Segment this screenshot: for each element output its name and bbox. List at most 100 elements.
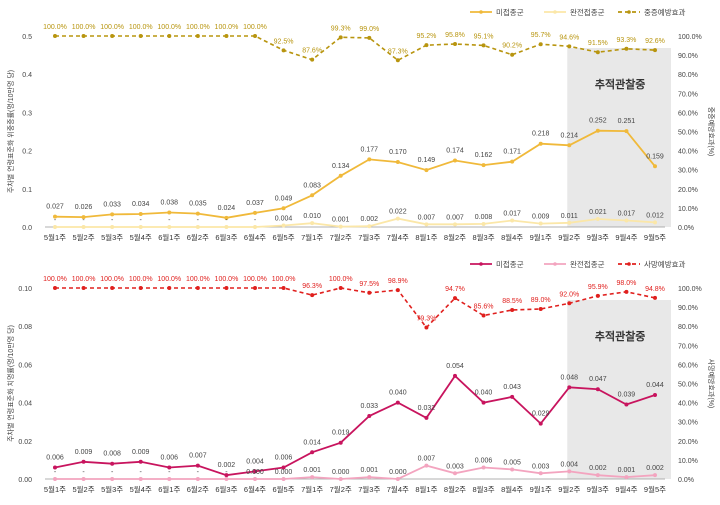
data-point	[624, 129, 629, 134]
data-label: 0.009	[532, 214, 550, 221]
data-point	[253, 477, 257, 481]
legend-label: 완전접종군	[570, 259, 605, 269]
data-label: -	[197, 217, 200, 224]
data-label: 0.083	[303, 182, 321, 189]
x-tick-label: 5월2주	[72, 484, 94, 494]
data-point	[224, 215, 229, 220]
data-point	[81, 477, 86, 481]
x-tick-label: 6월5주	[272, 232, 294, 242]
data-point	[253, 210, 257, 215]
data-label: 97.5%	[359, 281, 379, 288]
data-label: 100.0%	[72, 276, 96, 283]
data-label: 0.034	[132, 201, 150, 208]
data-point	[538, 221, 543, 226]
y-tick-label: 0.00	[18, 477, 32, 484]
legend-marker	[479, 10, 483, 14]
data-point	[395, 400, 400, 405]
y-tick-label: 0.04	[18, 401, 32, 408]
data-label: 0.006	[161, 455, 179, 462]
data-label: 0.047	[589, 376, 607, 383]
data-point	[224, 477, 229, 481]
x-tick-label: 8월3주	[472, 484, 494, 494]
x-tick-label: 9월4주	[615, 232, 637, 242]
data-label: 0.043	[503, 384, 521, 391]
data-label: 100.0%	[243, 276, 267, 283]
data-point	[453, 296, 457, 301]
data-point	[81, 286, 86, 290]
data-label: 0.035	[189, 201, 207, 208]
x-tick-label: 5월4주	[130, 484, 152, 494]
data-label: 0.024	[218, 205, 236, 212]
y-tick-label: 0.06	[18, 362, 32, 369]
y2-tick-label: 90.0%	[678, 53, 698, 60]
data-label: 0.037	[246, 200, 264, 207]
data-label: 0.029	[532, 411, 550, 418]
data-label: 0.017	[618, 211, 636, 218]
x-tick-label: 6월1주	[158, 232, 180, 242]
y-axis-title: 주차별 연령표준화 위중증률(명/10만명 당)	[6, 70, 15, 193]
series-line	[55, 464, 656, 480]
data-label: 0.149	[418, 157, 436, 164]
data-label: 0.008	[103, 451, 121, 458]
y-tick-label: 0.10	[18, 286, 32, 293]
data-point	[224, 225, 229, 229]
data-point	[595, 128, 600, 133]
x-tick-label: 7월3주	[358, 484, 380, 494]
data-label: -	[82, 469, 85, 476]
data-label: 0.038	[161, 199, 179, 206]
y2-axis-title: 중증예방효과(%)	[707, 107, 716, 157]
data-label: 100.0%	[243, 24, 267, 31]
x-tick-label: 5월1주	[44, 484, 66, 494]
fatality-chart: 추적관찰중 0.00 0.02 0.04 0.06 0.08 0.10 0.0% 10.0% 20…	[6, 259, 716, 494]
y2-tick-label: 10.0%	[678, 206, 698, 213]
data-label: 100.0%	[272, 276, 296, 283]
data-point	[424, 463, 429, 468]
x-tick-label: 8월2주	[444, 232, 466, 242]
data-label: 0.009	[75, 449, 93, 456]
data-point	[224, 473, 229, 478]
y2-tick-label: 100.0%	[678, 286, 702, 293]
data-point	[195, 34, 200, 38]
legend-label: 미접종군	[496, 260, 524, 269]
data-label: 0.000	[275, 469, 293, 476]
y-axis-title: 주차별 연령표준화 치명률(명/10만명 당)	[6, 325, 15, 442]
data-point	[453, 373, 457, 378]
data-point	[510, 52, 515, 57]
data-point	[595, 50, 600, 55]
data-point	[367, 413, 372, 418]
legend-marker	[627, 262, 631, 266]
data-point	[424, 222, 429, 227]
data-point	[110, 225, 115, 229]
data-point	[653, 220, 657, 225]
data-point	[338, 477, 343, 481]
data-label: 0.032	[418, 405, 436, 412]
data-point	[653, 473, 657, 478]
data-label: 0.252	[589, 118, 607, 125]
y2-tick-label: 40.0%	[678, 401, 698, 408]
x-tick-label: 7월2주	[330, 484, 352, 494]
data-point	[453, 222, 457, 227]
data-point	[281, 48, 286, 53]
data-label: 90.2%	[502, 43, 522, 50]
data-label: 95.2%	[416, 33, 436, 40]
y2-tick-label: 40.0%	[678, 149, 698, 156]
data-label: 0.049	[275, 195, 293, 202]
legend-label: 중증예방효과	[644, 7, 685, 17]
data-point	[167, 225, 172, 229]
x-tick-label: 9월5주	[644, 484, 666, 494]
data-point	[481, 163, 486, 168]
data-point	[653, 392, 657, 397]
data-label: 85.6%	[474, 304, 494, 311]
tracking-annotation: 추적관찰중	[595, 77, 646, 91]
data-point	[224, 286, 229, 290]
data-point	[510, 218, 515, 223]
data-point	[195, 225, 200, 229]
data-point	[195, 211, 200, 216]
data-label: 93.3%	[616, 37, 636, 44]
data-label: 100.0%	[215, 24, 239, 31]
data-label: 0.002	[218, 462, 236, 469]
data-point	[81, 459, 86, 464]
data-label: 0.009	[132, 449, 150, 456]
data-label: 100.0%	[43, 24, 67, 31]
